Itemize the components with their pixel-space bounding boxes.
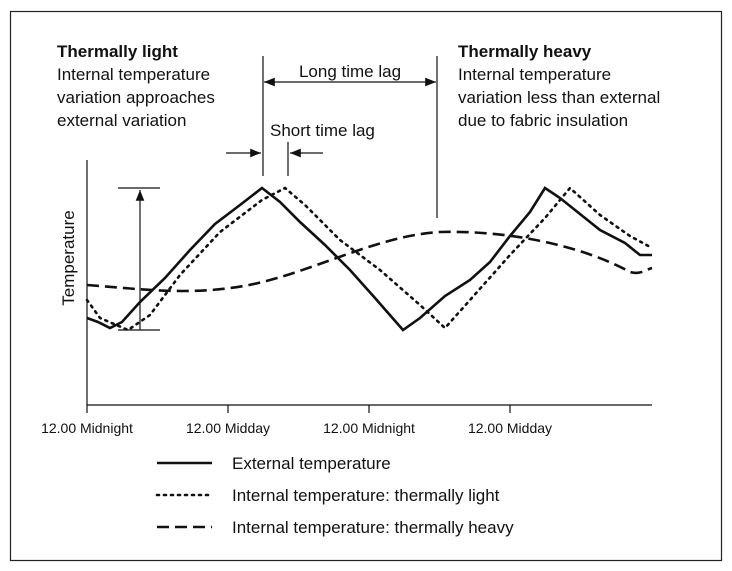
left-line: variation approaches bbox=[57, 88, 215, 107]
x-label: 12.00 Midday bbox=[468, 420, 552, 436]
x-label: 12.00 Midnight bbox=[41, 420, 133, 436]
right-line: Internal temperature bbox=[458, 65, 611, 84]
short-lag-label: Short time lag bbox=[270, 121, 375, 140]
x-label: 12.00 Midday bbox=[186, 420, 270, 436]
legend-label: Internal temperature: thermally heavy bbox=[232, 518, 514, 537]
right-line: variation less than external bbox=[458, 88, 660, 107]
x-label: 12.00 Midnight bbox=[323, 420, 415, 436]
external-curve bbox=[86, 186, 652, 332]
light-curve bbox=[85, 186, 654, 332]
right-line: due to fabric insulation bbox=[458, 111, 628, 130]
left-line: external variation bbox=[57, 111, 186, 130]
left-title: Thermally light bbox=[57, 42, 178, 61]
legend-label: Internal temperature: thermally light bbox=[232, 486, 500, 505]
frame bbox=[9, 10, 723, 562]
long-lag-label: Long time lag bbox=[299, 62, 401, 81]
right-title: Thermally heavy bbox=[458, 42, 592, 61]
left-line: Internal temperature bbox=[57, 65, 210, 84]
y-axis-label: Temperature bbox=[59, 210, 78, 305]
legend-label: External temperature bbox=[232, 454, 391, 473]
heavy-curve bbox=[86, 230, 653, 293]
